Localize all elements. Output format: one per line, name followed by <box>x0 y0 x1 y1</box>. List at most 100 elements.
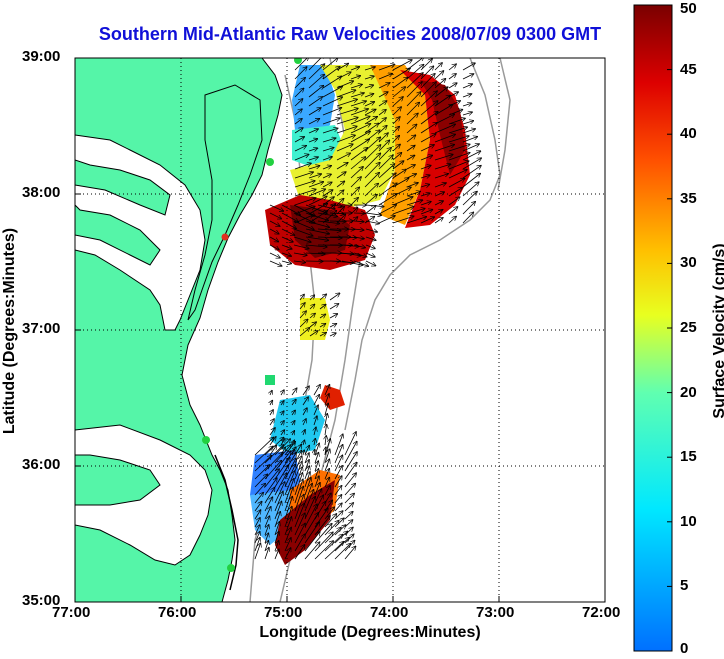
velocity-arrow <box>317 204 335 209</box>
velocity-arrow <box>462 94 472 97</box>
velocity-arrow <box>284 528 291 544</box>
velocity-arrow <box>420 184 429 187</box>
tick-marks <box>75 193 500 602</box>
velocity-arrow <box>420 91 437 107</box>
velocity-arrow <box>281 390 284 396</box>
velocity-arrow <box>406 82 422 98</box>
velocity-arrow <box>420 112 438 125</box>
velocity-arrow <box>294 154 309 161</box>
velocity-arrow <box>406 92 421 107</box>
velocity-arrow <box>462 158 481 170</box>
velocity-arrow <box>254 518 260 528</box>
velocity-arrow <box>406 155 415 161</box>
velocity-arrow <box>294 181 315 188</box>
velocity-arrow <box>350 124 370 134</box>
velocity-arrow <box>329 253 353 254</box>
velocity-arrow <box>364 102 374 107</box>
velocity-arrow <box>462 63 475 71</box>
velocity-arrow <box>329 213 344 214</box>
velocity-arrow <box>378 148 391 161</box>
velocity-arrow <box>448 153 470 161</box>
velocity-arrow <box>303 430 305 436</box>
velocity-arrow <box>322 108 341 116</box>
velocity-arrow <box>406 200 423 206</box>
velocity-arrow <box>294 119 302 125</box>
velocity-arrow <box>293 228 313 236</box>
velocity-arrow <box>322 182 332 188</box>
velocity-arrow <box>434 174 448 179</box>
velocity-arrow <box>313 405 318 416</box>
velocity-arrow <box>293 261 305 262</box>
velocity-arrow <box>314 541 333 560</box>
velocity-arrow <box>406 217 426 224</box>
station-marker <box>202 436 210 444</box>
velocity-arrow <box>294 88 304 98</box>
velocity-arrow <box>293 220 314 230</box>
velocity-arrow <box>304 497 315 520</box>
velocity-arrow <box>314 532 333 552</box>
velocity-arrow <box>448 197 460 206</box>
velocity-arrow <box>336 126 357 134</box>
velocity-arrow <box>269 236 278 242</box>
velocity-arrow <box>274 451 291 472</box>
chesapeake-bay <box>75 134 206 331</box>
velocity-arrow <box>350 131 370 143</box>
velocity-arrow <box>293 244 309 249</box>
velocity-arrow <box>308 108 321 116</box>
velocity-arrow <box>314 450 315 456</box>
velocity-arrow <box>292 400 296 406</box>
outer-banks <box>214 454 239 591</box>
colorbar-tick-label: 25 <box>680 319 697 336</box>
velocity-arrow <box>420 217 434 224</box>
velocity-arrow <box>364 67 375 71</box>
velocity-arrow <box>434 145 454 152</box>
velocity-arrow <box>365 228 377 232</box>
velocity-arrow <box>302 397 308 406</box>
velocity-arrow <box>281 212 298 222</box>
velocity-arrow <box>392 127 399 134</box>
velocity-arrow <box>462 137 477 143</box>
velocity-arrow <box>336 163 348 170</box>
velocity-arrow <box>329 205 342 206</box>
velocity-arrow <box>325 414 327 426</box>
velocity-arrow <box>254 525 260 536</box>
velocity-arrow <box>406 192 420 197</box>
velocity-arrow <box>434 134 455 143</box>
velocity-arrow <box>353 252 367 257</box>
velocity-arrow <box>364 145 381 161</box>
velocity-arrow <box>392 216 414 224</box>
velocity-arrow <box>274 473 287 496</box>
velocity-arrow <box>341 245 359 247</box>
velocity-arrow <box>294 467 302 488</box>
velocity-arrow <box>294 545 305 560</box>
velocity-arrow <box>364 94 374 97</box>
velocity-arrow <box>309 295 314 301</box>
colorbar-ticks <box>667 4 672 652</box>
velocity-arrow <box>378 173 396 188</box>
velocity-arrow <box>365 236 376 240</box>
grid-lines <box>75 58 605 602</box>
velocity-arrow <box>378 216 395 224</box>
velocity-arrow <box>448 188 462 197</box>
velocity-arrow <box>305 220 329 227</box>
velocity-arrow <box>378 83 390 89</box>
velocity-arrow <box>294 513 305 536</box>
velocity-arrow <box>302 408 307 416</box>
velocity-arrow <box>308 174 321 179</box>
velocity-arrow <box>448 118 465 125</box>
velocity-arrow <box>420 82 436 98</box>
velocity-arrow <box>324 514 337 528</box>
velocity-arrow <box>406 174 416 179</box>
velocity-arrow <box>293 253 307 255</box>
colorbar-tick-label: 35 <box>680 189 697 207</box>
velocity-arrow <box>420 202 431 206</box>
velocity-arrow <box>269 260 282 266</box>
velocity-arrow <box>336 109 358 116</box>
velocity-arrow <box>294 146 306 152</box>
velocity-arrow <box>269 428 275 436</box>
colorbar-tick-label: 10 <box>680 512 697 530</box>
velocity-arrow <box>344 503 353 512</box>
velocity-arrow <box>448 144 470 152</box>
station-marker <box>266 158 274 166</box>
velocity-arrow <box>341 260 363 265</box>
